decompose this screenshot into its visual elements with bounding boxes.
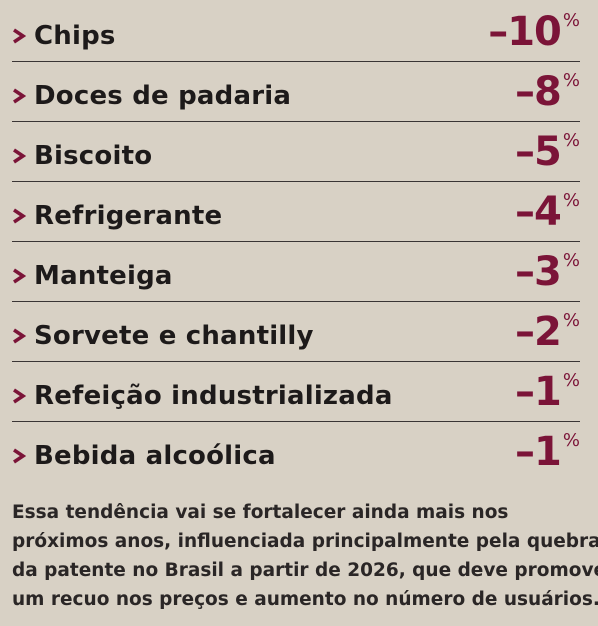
- item-row: Chips –10%: [12, 2, 580, 62]
- item-row: Refeição industrializada –1%: [12, 362, 580, 422]
- item-unit: %: [562, 189, 580, 211]
- item-label: Biscoito: [34, 140, 153, 171]
- chevron: [13, 208, 26, 223]
- chevron-icon: [13, 28, 26, 43]
- item-unit: %: [562, 369, 580, 391]
- chevron-icon: [13, 148, 26, 163]
- item-unit: %: [562, 69, 580, 91]
- item-label: Bebida alcoólica: [34, 440, 276, 471]
- item-row: Refrigerante –4%: [12, 182, 580, 242]
- chevron-icon: [13, 88, 26, 103]
- item-value: –1: [515, 428, 562, 475]
- item-left: Bebida alcoólica: [12, 433, 276, 471]
- chevron-icon: [13, 208, 26, 223]
- item-value-group: –5%: [515, 130, 580, 174]
- paragraph-line: Essa tendência vai se fortalecer ainda m…: [12, 502, 509, 523]
- paragraph: Essa tendência vai se fortalecer ainda m…: [12, 498, 598, 614]
- paragraph-line: da patente no Brasil a partir de 2026, q…: [12, 560, 598, 581]
- item-unit: %: [562, 9, 580, 31]
- chevron: [13, 388, 26, 403]
- chevron-icon: [13, 268, 26, 283]
- item-value: –2: [515, 308, 562, 355]
- item-value-group: –3%: [515, 250, 580, 294]
- chevron-icon: [13, 388, 26, 403]
- chevron: [13, 448, 26, 463]
- chevron: [13, 268, 26, 283]
- item-label: Manteiga: [34, 260, 173, 291]
- item-left: Doces de padaria: [12, 73, 291, 111]
- chevron-icon: [13, 448, 26, 463]
- item-left: Biscoito: [12, 133, 152, 171]
- chevron-icon: [13, 328, 26, 343]
- item-left: Manteiga: [12, 253, 173, 291]
- chevron: [13, 88, 26, 103]
- item-list: Chips –10% Doces de padaria –8% Biscoito –5% R…: [12, 2, 580, 481]
- chevron: [13, 148, 26, 163]
- item-value-group: –4%: [515, 190, 580, 234]
- item-row: Manteiga –3%: [12, 242, 580, 302]
- item-label: Sorvete e chantilly: [34, 320, 314, 351]
- item-row: Sorvete e chantilly –2%: [12, 302, 580, 362]
- paragraph-line: próximos anos, influenciada principalmen…: [12, 531, 598, 552]
- item-unit: %: [562, 129, 580, 151]
- item-label: Chips: [34, 20, 116, 51]
- item-value: –10: [488, 8, 562, 55]
- item-unit: %: [562, 249, 580, 271]
- chevron: [13, 28, 26, 43]
- item-value: –3: [515, 248, 562, 295]
- item-left: Refeição industrializada: [12, 373, 393, 411]
- item-value-group: –1%: [515, 430, 580, 474]
- item-label: Refrigerante: [34, 200, 223, 231]
- item-value: –4: [515, 188, 562, 235]
- item-row: Doces de padaria –8%: [12, 62, 580, 122]
- item-value-group: –2%: [515, 310, 580, 354]
- item-value-group: –8%: [515, 70, 580, 114]
- item-value: –5: [515, 128, 562, 175]
- item-left: Sorvete e chantilly: [12, 313, 314, 351]
- item-row: Biscoito –5%: [12, 122, 580, 182]
- item-unit: %: [562, 429, 580, 451]
- paragraph-line: um recuo nos preços e aumento no número …: [12, 589, 598, 610]
- item-value: –1: [515, 368, 562, 415]
- item-left: Chips: [12, 13, 116, 51]
- item-value: –8: [515, 68, 562, 115]
- chevron: [13, 328, 26, 343]
- item-value-group: –1%: [515, 370, 580, 414]
- item-label: Doces de padaria: [34, 80, 292, 111]
- item-value-group: –10%: [488, 10, 580, 54]
- item-label: Refeição industrializada: [34, 380, 393, 411]
- item-left: Refrigerante: [12, 193, 222, 231]
- item-row: Bebida alcoólica –1%: [12, 422, 580, 481]
- item-unit: %: [562, 309, 580, 331]
